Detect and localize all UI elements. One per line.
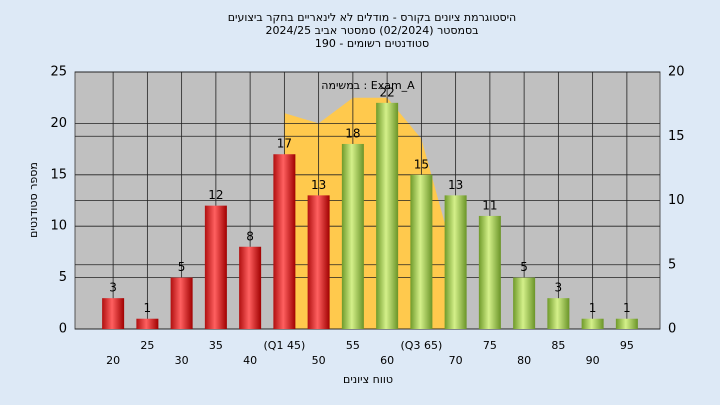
bar bbox=[102, 298, 125, 329]
bar bbox=[410, 174, 433, 329]
bar bbox=[478, 215, 501, 329]
data-label: 8 bbox=[246, 229, 254, 243]
x-tick-label: 70 bbox=[449, 354, 463, 367]
x-tick-label: 35 bbox=[209, 339, 223, 352]
data-label: 12 bbox=[208, 188, 223, 202]
bar bbox=[513, 277, 536, 329]
data-label: 18 bbox=[345, 126, 360, 140]
data-label: 17 bbox=[277, 137, 292, 151]
y2-tick-label: 20 bbox=[668, 65, 685, 80]
data-label: 1 bbox=[589, 301, 597, 315]
subtitle: סטודנטים רשומים - 190 bbox=[315, 37, 429, 50]
data-label: 3 bbox=[109, 281, 117, 295]
x-tick-label: 95 bbox=[620, 339, 634, 352]
data-label: 13 bbox=[311, 178, 326, 192]
x-axis-label: טווח ציונים bbox=[343, 373, 393, 386]
bar bbox=[136, 318, 159, 329]
subtitle: בסמסטר (02/2024) סמסטר אביב 2024/25 bbox=[265, 24, 478, 37]
x-tick-label: 50 bbox=[312, 354, 326, 367]
x-tick-label: 90 bbox=[586, 354, 600, 367]
y-tick-label: 0 bbox=[59, 322, 67, 337]
y-tick-label: 10 bbox=[50, 219, 67, 234]
data-label: 22 bbox=[379, 85, 394, 99]
x-tick-label: 80 bbox=[517, 354, 531, 367]
x-tick-label: 85 bbox=[551, 339, 565, 352]
bar bbox=[239, 246, 262, 329]
y-tick-label: 20 bbox=[50, 116, 67, 131]
y2-tick-label: 15 bbox=[668, 129, 685, 144]
bar bbox=[204, 205, 227, 329]
annotation: במשימה : Exam_A bbox=[321, 79, 415, 92]
x-tick-label: 40 bbox=[243, 354, 257, 367]
bar bbox=[615, 318, 638, 329]
bar bbox=[170, 277, 193, 329]
y-tick-label: 5 bbox=[59, 270, 67, 285]
x-tick-label: 55 bbox=[346, 339, 360, 352]
y2-tick-label: 10 bbox=[668, 193, 685, 208]
chart-title: היסטוגרמת ציונים בקורס - מודלים לא לינאר… bbox=[228, 11, 517, 24]
data-label: 5 bbox=[178, 260, 186, 274]
bar bbox=[581, 318, 604, 329]
y-tick-label: 25 bbox=[50, 65, 67, 80]
data-label: 1 bbox=[623, 301, 631, 315]
data-label: 5 bbox=[520, 260, 528, 274]
x-tick-label: (Q1 45) bbox=[264, 339, 306, 352]
bar bbox=[376, 102, 399, 329]
bar bbox=[273, 154, 296, 329]
bar bbox=[547, 298, 570, 329]
data-label: 1 bbox=[144, 301, 152, 315]
bar bbox=[307, 195, 330, 329]
bar bbox=[444, 195, 467, 329]
x-tick-label: 30 bbox=[175, 354, 189, 367]
bar bbox=[341, 143, 364, 329]
data-label: 3 bbox=[555, 281, 563, 295]
y-tick-label: 15 bbox=[50, 167, 67, 182]
data-label: 13 bbox=[448, 178, 463, 192]
x-tick-label: 60 bbox=[380, 354, 394, 367]
y2-tick-label: 5 bbox=[668, 257, 676, 272]
data-label: 15 bbox=[414, 157, 429, 171]
x-tick-label: 75 bbox=[483, 339, 497, 352]
x-tick-label: 25 bbox=[140, 339, 154, 352]
y-axis-label: מספר סטודנטים bbox=[27, 162, 40, 238]
y2-tick-label: 0 bbox=[668, 322, 676, 337]
data-label: 11 bbox=[482, 198, 497, 212]
x-tick-label: (Q3 65) bbox=[401, 339, 443, 352]
x-tick-label: 20 bbox=[106, 354, 120, 367]
